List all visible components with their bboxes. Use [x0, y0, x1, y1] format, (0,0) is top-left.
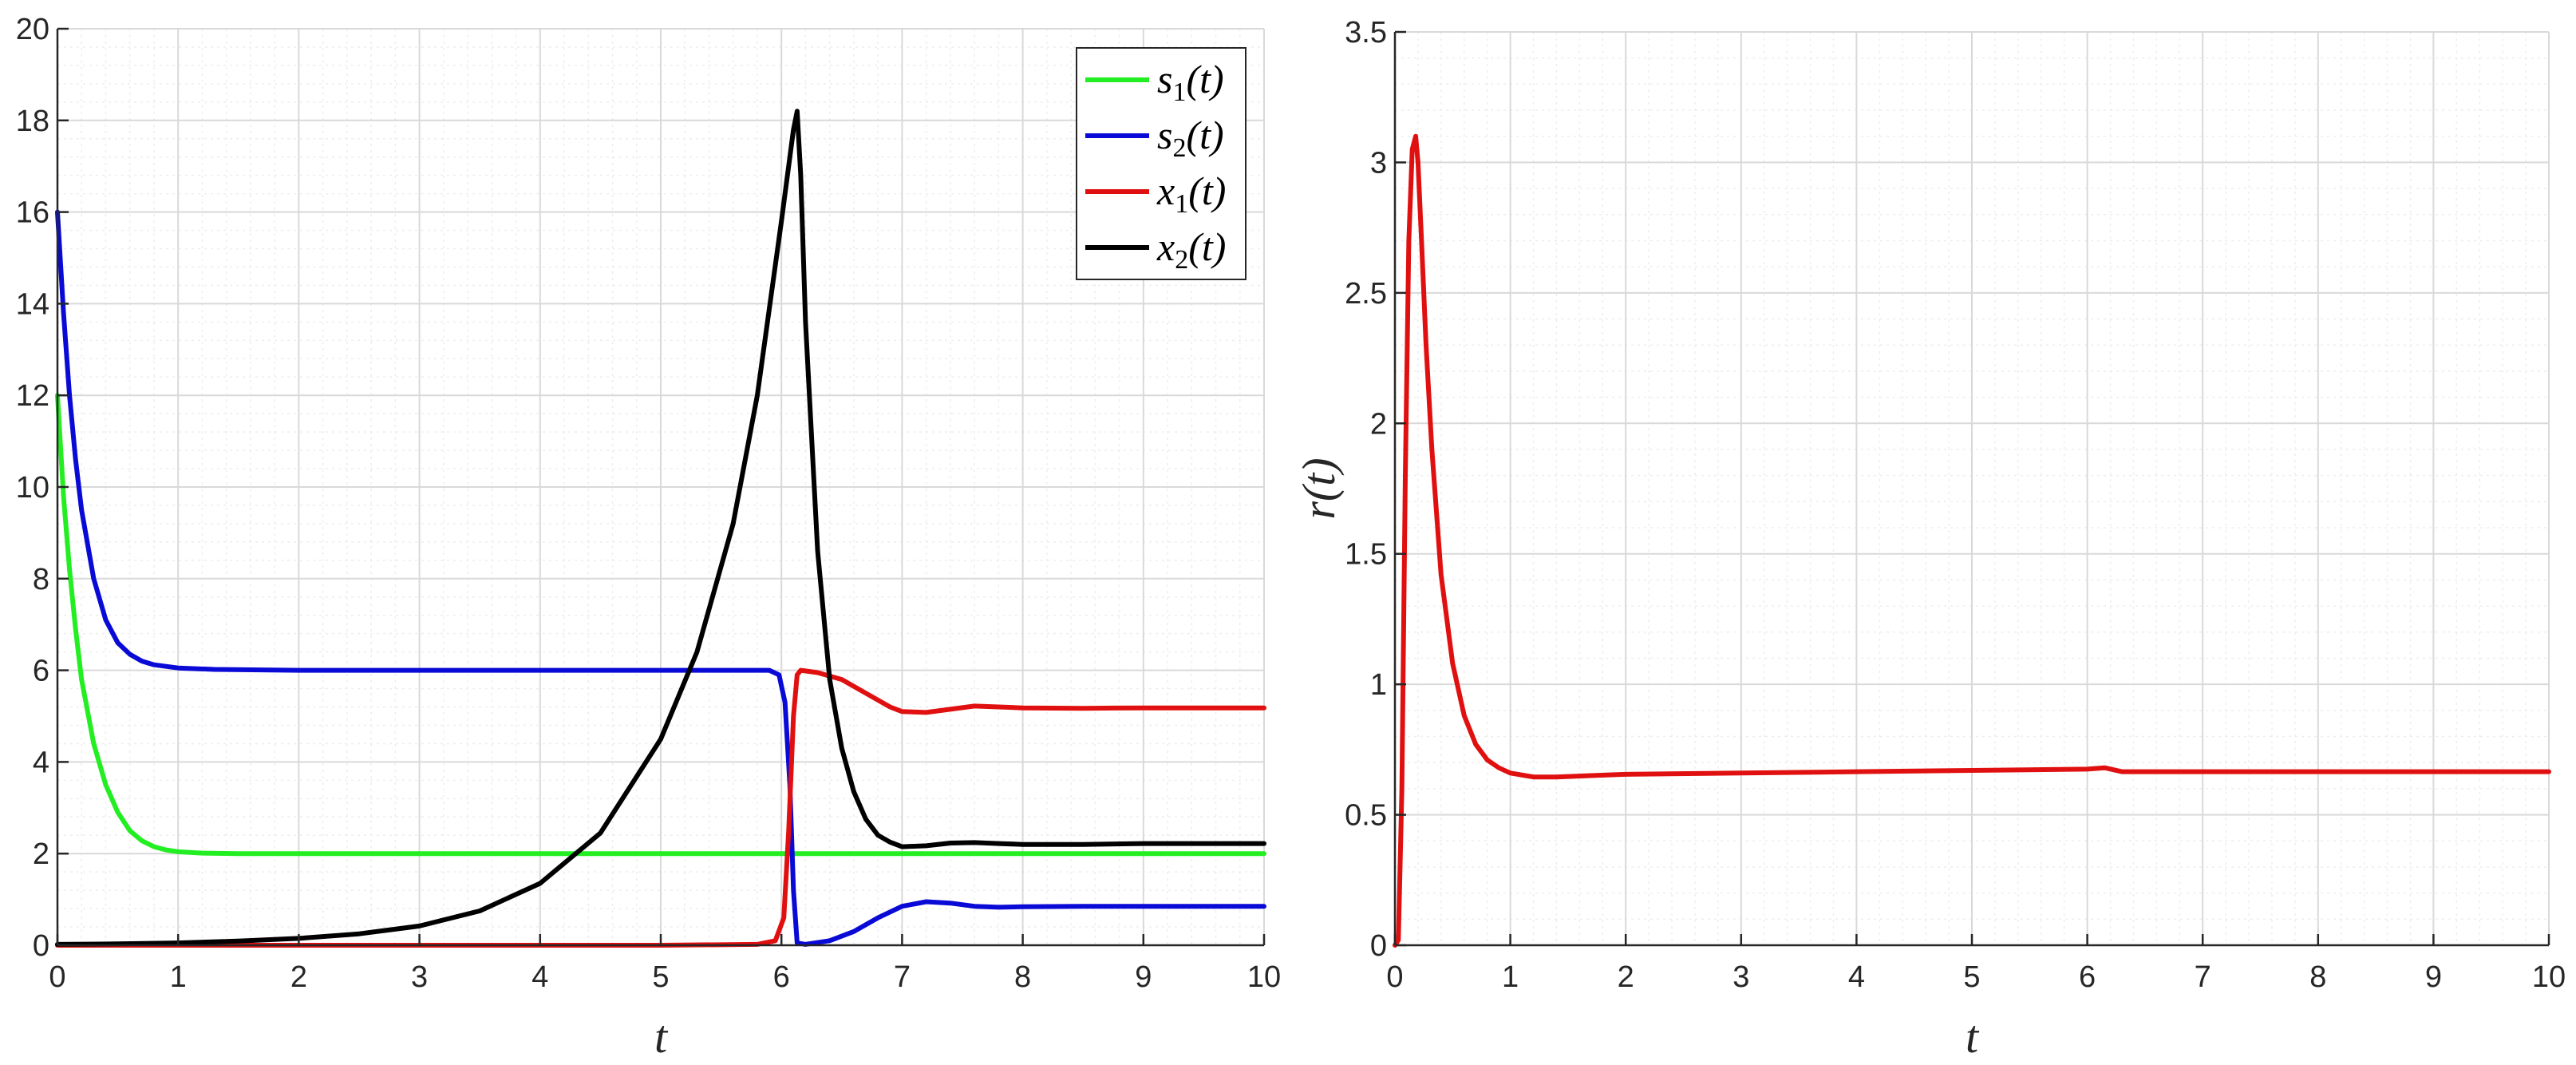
x-tick-label: 5	[652, 960, 669, 994]
x-axis-title-left: t	[654, 1011, 669, 1063]
legend-box	[1076, 47, 1247, 280]
series-line-x2	[55, 109, 1266, 947]
y-tick-label: 1.5	[1345, 538, 1387, 572]
legend-label-s2: s2(t)	[1157, 113, 1224, 163]
y-tick-label: 2	[1370, 407, 1387, 441]
x-tick-label: 7	[2195, 960, 2211, 994]
series-line-s1	[55, 393, 1266, 857]
axes-left	[56, 27, 1266, 947]
y-tick-label: 3.5	[1345, 16, 1387, 49]
legend-entry-s1: s1(t)	[1085, 57, 1224, 107]
x-tick-label: 9	[2425, 960, 2442, 994]
y-tick-label: 14	[16, 287, 49, 321]
legend: s1(t) s2(t) x1(t) x2(t)	[1076, 47, 1247, 280]
y-tick-label: 6	[33, 655, 49, 688]
y-tick-label: 12	[16, 379, 49, 413]
legend-entry-s2: s2(t)	[1085, 113, 1224, 163]
x-tick-label: 10	[1247, 960, 1281, 994]
x-axis-title-right: t	[1966, 1011, 1980, 1063]
x-tick-label: 8	[2309, 960, 2326, 994]
y-tick-label: 4	[33, 746, 49, 779]
chart-right: 0 1 2 3 4 5 6 7 8 9 10 0 0.5 1 1.5 2 2.5 3 3.5 t r(t)	[1293, 16, 2566, 1063]
x-tick-label: 1	[170, 960, 187, 994]
legend-entry-x1: x1(t)	[1085, 168, 1226, 219]
y-tick-label: 10	[16, 471, 49, 505]
x-tick-label: 2	[1618, 960, 1634, 994]
x-tick-label: 3	[411, 960, 428, 994]
x-tick-label: 9	[1135, 960, 1152, 994]
x-tick-label: 2	[290, 960, 307, 994]
y-axis-title-right: r(t)	[1293, 457, 1345, 519]
x-tick-label: 0	[1386, 960, 1403, 994]
y-tick-label: 0	[1370, 929, 1387, 963]
legend-label-s1: s1(t)	[1157, 57, 1224, 107]
y-tick-label: 1	[1370, 668, 1387, 702]
x-tick-label: 6	[773, 960, 790, 994]
x-tick-label: 4	[1848, 960, 1865, 994]
legend-label-x1: x1(t)	[1156, 168, 1226, 219]
legend-label-x2: x2(t)	[1156, 224, 1226, 275]
y-tick-labels-right: 0 0.5 1 1.5 2 2.5 3 3.5	[1345, 16, 1387, 963]
x-tick-label: 4	[531, 960, 548, 994]
x-tick-label: 1	[1502, 960, 1519, 994]
legend-entry-x2: x2(t)	[1085, 224, 1226, 275]
y-tick-label: 0.5	[1345, 799, 1387, 833]
axes-right	[1393, 30, 2550, 947]
y-tick-label: 18	[16, 105, 49, 138]
x-tick-label: 10	[2532, 960, 2566, 994]
x-tick-label: 0	[49, 960, 65, 994]
x-tick-label: 7	[894, 960, 911, 994]
x-tick-labels-left: 0 1 2 3 4 5 6 7 8 9 10	[49, 960, 1281, 994]
x-tick-label: 3	[1732, 960, 1749, 994]
y-tick-label: 2.5	[1345, 277, 1387, 311]
y-tick-label: 2	[33, 837, 49, 871]
series-line-s2	[55, 209, 1266, 947]
series-line-right-0	[1393, 133, 2551, 948]
y-tick-label: 3	[1370, 146, 1387, 180]
y-tick-label: 8	[33, 563, 49, 596]
y-tick-label: 0	[33, 929, 49, 963]
x-tick-label: 5	[1963, 960, 1980, 994]
x-tick-label: 6	[2079, 960, 2096, 994]
y-tick-labels-left: 0 2 4 6 8 10 12 14 16 18 20	[16, 13, 49, 963]
x-tick-labels-right: 0 1 2 3 4 5 6 7 8 9 10	[1386, 960, 2566, 994]
x-tick-label: 8	[1014, 960, 1031, 994]
y-tick-label: 20	[16, 13, 49, 46]
series-group-right	[1393, 133, 2551, 948]
y-tick-label: 16	[16, 196, 49, 230]
